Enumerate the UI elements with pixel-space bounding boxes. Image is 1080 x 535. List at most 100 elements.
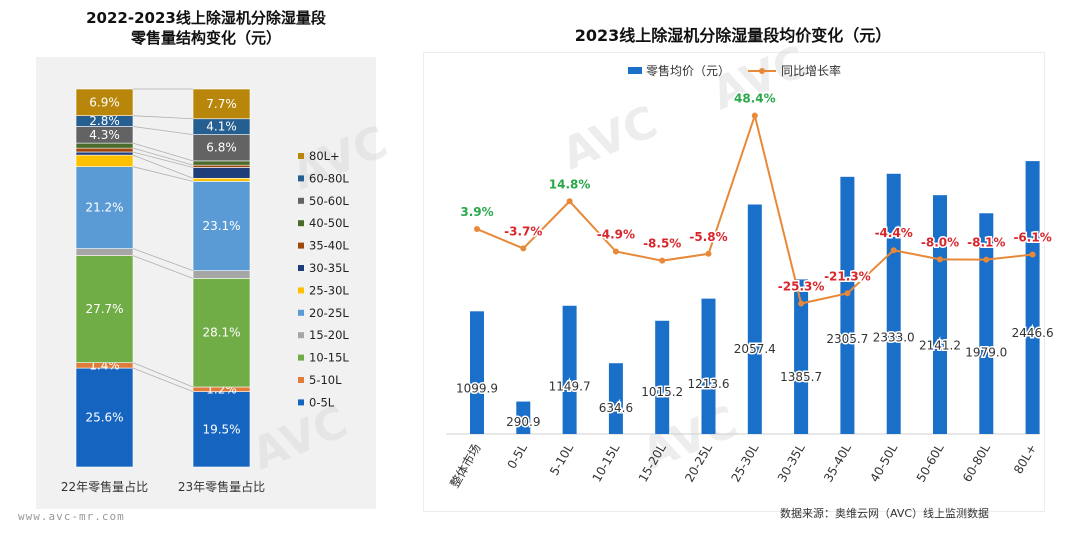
legend-swatch-25-30L <box>298 287 304 294</box>
legend-label-30-35L: 30-35L <box>309 261 349 275</box>
watermark-logo: AVC <box>705 36 814 120</box>
connector-line <box>132 248 194 272</box>
legend-swatch-60-80L <box>298 175 304 182</box>
stack-segment-80L+-2023 <box>192 88 251 120</box>
price-bar-60-80L <box>979 213 994 434</box>
legend-label-0-5L: 0-5L <box>309 395 335 409</box>
segment-label: 2.8% <box>89 114 120 128</box>
price-bar-10-15L <box>608 363 623 434</box>
legend-label-60-80L: 60-80L <box>309 171 349 185</box>
legend-swatch-10-15L <box>298 354 304 361</box>
x-category-label: 60-80L <box>960 441 993 484</box>
yoy-value-label: -8.5% <box>643 237 681 251</box>
legend-swatch-40-50L <box>298 220 304 227</box>
stack-segment-20-25L-2022 <box>75 166 134 249</box>
yoy-value-label: 3.9% <box>460 205 493 219</box>
yoy-value-label: -8.0% <box>921 235 959 249</box>
segment-label: 27.7% <box>85 302 123 316</box>
yoy-value-label: -3.7% <box>504 224 542 238</box>
stack-segment-0-5L-2023 <box>192 391 251 468</box>
legend-label-50-60L: 50-60L <box>309 194 349 208</box>
yoy-value-label: -4.9% <box>597 227 635 241</box>
yoy-point <box>937 256 943 263</box>
legend-swatch-30-35L <box>298 265 304 271</box>
legend-swatch-price <box>628 67 642 74</box>
right-chart-title: 2023线上除湿机分除湿量段均价变化（元） <box>574 26 892 45</box>
price-value-label: 1979.0 <box>965 345 1007 359</box>
yoy-value-label: -21.3% <box>824 269 871 283</box>
legend-swatch-35-40L <box>298 242 304 249</box>
stack-segment-10-15L-2022 <box>75 255 134 363</box>
x-category-label: 35-40L <box>821 441 854 484</box>
price-value-label: 2057.4 <box>734 342 776 356</box>
price-value-label: 634.6 <box>599 401 633 415</box>
price-bar-25-30L <box>747 204 762 434</box>
legend-label-40-50L: 40-50L <box>309 216 349 230</box>
price-value-label: 1385.7 <box>780 370 822 384</box>
yoy-point <box>751 112 758 119</box>
price-value-label: 2446.6 <box>1012 326 1054 340</box>
price-bar-0-5L <box>516 401 531 434</box>
connector-line <box>132 166 194 182</box>
yoy-point <box>983 256 990 263</box>
stack-segment-50-60L-2023 <box>192 134 251 162</box>
legend-label-5-10L: 5-10L <box>309 373 342 387</box>
x-category-label: 整体市场 <box>447 441 484 490</box>
price-value-label: 1015.2 <box>641 385 683 399</box>
segment-label: 23.1% <box>202 219 240 233</box>
price-bar-整体市场 <box>470 311 484 434</box>
connector-line <box>132 255 194 279</box>
legend-label-35-40L: 35-40L <box>309 239 349 253</box>
yoy-point <box>566 198 573 205</box>
legend-label-10-15L: 10-15L <box>309 351 349 365</box>
stack-segment-30-35L-2023 <box>192 167 251 179</box>
x-category-label: 50-60L <box>914 441 947 484</box>
x-category-label: 23年零售量占比 <box>178 479 265 494</box>
legend-swatch-15-20L <box>298 332 304 339</box>
yoy-point <box>890 247 897 254</box>
segment-label: 19.5% <box>202 422 240 436</box>
yoy-point <box>798 300 805 307</box>
segment-label: 25.6% <box>85 411 123 425</box>
x-category-label: 0-5L <box>505 441 530 471</box>
legend-label-20-25L: 20-25L <box>309 306 349 320</box>
yoy-value-label: -6.1% <box>1013 231 1051 245</box>
price-value-label: 2333.0 <box>873 331 915 345</box>
stack-segment-0-5L-2022 <box>75 367 134 468</box>
legend-swatch-80L+ <box>298 153 304 159</box>
yoy-point <box>1029 251 1036 258</box>
yoy-value-label: -5.8% <box>689 230 727 244</box>
connector-line <box>132 147 194 166</box>
legend-label-yoy: 同比增长率 <box>781 63 841 78</box>
segment-label: 4.1% <box>206 120 237 134</box>
yoy-point <box>705 250 712 257</box>
connector-line <box>132 115 194 120</box>
price-value-label: 2305.7 <box>826 332 868 346</box>
yoy-point <box>474 226 480 233</box>
price-bar-20-25L <box>701 298 716 434</box>
yoy-point <box>520 245 527 252</box>
site-url: www.avc-mr.com <box>18 510 125 523</box>
legend-label-25-30L: 25-30L <box>309 283 349 297</box>
watermark-logo: AVC <box>555 96 664 180</box>
stack-segment-80L+-2022 <box>75 88 134 116</box>
legend-label-price: 零售均价（元） <box>646 63 730 78</box>
yoy-value-label: 14.8% <box>549 177 591 191</box>
legend-label-15-20L: 15-20L <box>309 328 349 342</box>
legend-label-80L+: 80L+ <box>309 149 340 163</box>
x-category-label: 5-10L <box>547 441 576 478</box>
legend-swatch-20-25L <box>298 309 304 316</box>
stack-segment-40-50L-2022 <box>75 142 134 149</box>
connector-line <box>132 151 194 168</box>
connector-line <box>132 362 194 388</box>
stack-segment-15-20L-2022 <box>75 248 134 256</box>
x-category-label: 30-35L <box>775 441 808 484</box>
left-chart-title: 2022-2023线上除湿机分除湿量段 零售量结构变化（元） <box>36 8 376 48</box>
connector-line <box>132 126 194 136</box>
yoy-point <box>612 248 619 255</box>
stack-segment-15-20L-2023 <box>192 270 251 279</box>
price-value-label: 1213.6 <box>688 377 730 391</box>
x-category-label: 40-50L <box>867 441 900 484</box>
price-value-label: 1149.7 <box>549 380 591 394</box>
